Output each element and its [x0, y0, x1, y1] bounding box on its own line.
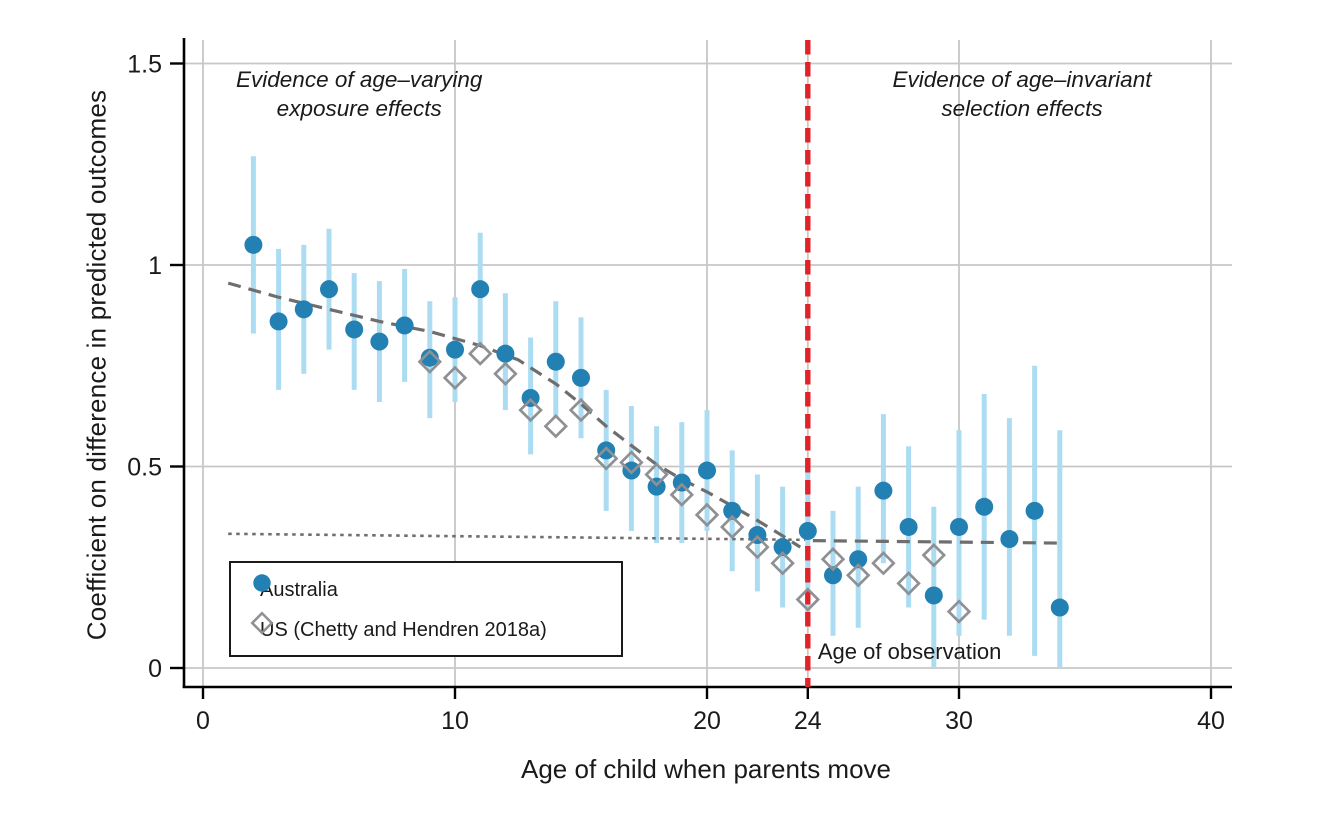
- data-point-us: [619, 450, 644, 475]
- data-point-australia: [849, 550, 868, 569]
- data-point-us: [795, 587, 821, 612]
- annotation-exposure-line1: Evidence of age–varying: [236, 66, 483, 92]
- y-tick-label: 0.5: [127, 454, 162, 482]
- data-point-australia: [874, 481, 893, 500]
- data-point-australia: [370, 332, 389, 351]
- legend-item-us: US (Chetty and Hendren 2018a): [249, 610, 547, 650]
- legend: Australia US (Chetty and Hendren 2018a): [229, 561, 623, 657]
- data-point-us: [770, 551, 795, 576]
- data-point-australia: [496, 344, 515, 363]
- x-tick-label: 40: [1197, 707, 1225, 735]
- data-point-australia: [622, 461, 641, 480]
- y-tick-label: 0: [148, 655, 162, 683]
- data-point-australia: [924, 586, 943, 605]
- data-point-us: [896, 571, 921, 596]
- selection-fit-extrapolated-line: [228, 532, 806, 542]
- data-point-australia: [572, 368, 590, 387]
- data-point-us: [820, 546, 846, 572]
- data-point-us: [568, 397, 594, 423]
- data-point-australia: [471, 280, 490, 299]
- data-point-australia: [773, 538, 792, 557]
- data-point-australia: [269, 312, 288, 331]
- data-point-australia: [546, 352, 565, 371]
- x-tick-label: 10: [441, 707, 469, 735]
- data-point-australia: [899, 517, 918, 536]
- data-point-australia: [244, 235, 263, 254]
- data-point-us: [745, 534, 770, 560]
- legend-label-us: US (Chetty and Hendren 2018a): [260, 618, 547, 641]
- reference-line-label: Age of observation: [817, 638, 1002, 664]
- annotation-exposure-line2: exposure effects: [276, 95, 442, 121]
- annotation-selection-effects: Evidence of age–invariant selection effe…: [893, 65, 1152, 123]
- y-axis-title: Coefficient on difference in predicted o…: [81, 89, 112, 641]
- data-point-us: [543, 413, 569, 439]
- x-tick-label: 30: [945, 707, 973, 735]
- data-point-us: [518, 397, 543, 423]
- annotation-exposure-effects: Evidence of age–varying exposure effects: [236, 65, 482, 123]
- data-point-us: [719, 514, 745, 540]
- y-tick-label: 1: [148, 252, 162, 280]
- data-point-australia: [1000, 530, 1019, 549]
- data-point-us: [467, 341, 493, 366]
- legend-item-australia: Australia: [249, 570, 338, 610]
- data-point-us: [493, 361, 518, 387]
- data-point-us: [669, 482, 695, 507]
- data-point-us: [593, 446, 619, 471]
- data-point-us: [417, 349, 443, 374]
- exposure-effects-fit-line: [227, 281, 802, 549]
- data-point-us: [442, 365, 468, 391]
- data-point-us: [921, 542, 947, 568]
- data-point-us: [946, 599, 972, 624]
- data-point-us: [644, 462, 669, 487]
- data-point-australia: [420, 348, 439, 367]
- data-point-australia: [1025, 501, 1044, 520]
- data-point-us: [871, 551, 896, 576]
- data-point-australia: [950, 517, 968, 536]
- annotation-selection-line1: Evidence of age–invariant: [892, 66, 1152, 92]
- data-point-australia: [395, 316, 414, 335]
- data-point-australia: [446, 340, 464, 359]
- data-point-australia: [975, 497, 994, 516]
- data-point-australia: [1050, 598, 1069, 617]
- data-point-australia: [798, 521, 817, 540]
- x-axis-title: Age of child when parents move: [521, 754, 891, 784]
- data-point-australia: [320, 280, 338, 299]
- x-tick-label: 20: [693, 707, 721, 735]
- data-point-australia: [345, 320, 364, 339]
- data-point-us: [845, 563, 871, 588]
- y-tick-label: 1.5: [127, 51, 162, 79]
- x-tick-label: 24: [794, 707, 822, 735]
- selection-fit-line: [812, 539, 1060, 545]
- data-point-australia: [597, 441, 616, 460]
- x-tick-label: 0: [196, 707, 210, 735]
- data-point-australia: [723, 501, 742, 520]
- data-point-australia: [824, 566, 842, 585]
- data-point-australia: [294, 300, 313, 319]
- data-point-australia: [698, 461, 716, 480]
- annotation-selection-line2: selection effects: [941, 95, 1103, 121]
- legend-label-australia: Australia: [260, 578, 338, 601]
- data-point-us: [694, 502, 720, 528]
